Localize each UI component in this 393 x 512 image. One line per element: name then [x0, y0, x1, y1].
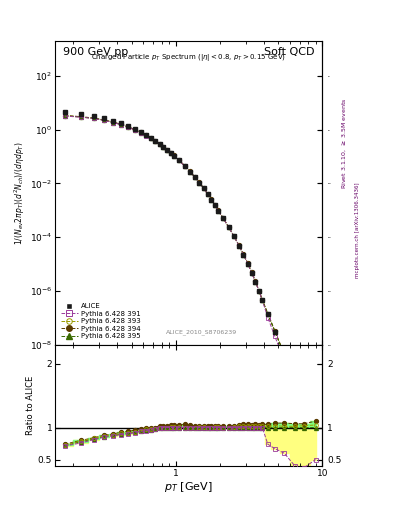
X-axis label: $p_T$ [GeV]: $p_T$ [GeV] — [164, 480, 213, 495]
Text: ALICE_2010_S8706239: ALICE_2010_S8706239 — [166, 330, 238, 335]
Text: Rivet 3.1.10, $\geq$ 3.5M events: Rivet 3.1.10, $\geq$ 3.5M events — [340, 98, 348, 189]
Text: Soft QCD: Soft QCD — [264, 47, 314, 57]
Legend: ALICE, Pythia 6.428 391, Pythia 6.428 393, Pythia 6.428 394, Pythia 6.428 395: ALICE, Pythia 6.428 391, Pythia 6.428 39… — [59, 301, 143, 341]
Y-axis label: Ratio to ALICE: Ratio to ALICE — [26, 376, 35, 435]
Text: Charged Particle $p_T$ Spectrum ($|\eta| < 0.8$, $p_T > 0.15$ GeV): Charged Particle $p_T$ Spectrum ($|\eta|… — [91, 52, 286, 62]
Y-axis label: $1/(N_{ev} 2\pi p_{T}) (d^2 N_{ch})/(d\eta dp_{T})$: $1/(N_{ev} 2\pi p_{T}) (d^2 N_{ch})/(d\e… — [13, 141, 27, 245]
Text: 900 GeV pp: 900 GeV pp — [63, 47, 128, 57]
Text: mcplots.cern.ch [arXiv:1306.3436]: mcplots.cern.ch [arXiv:1306.3436] — [355, 183, 360, 278]
